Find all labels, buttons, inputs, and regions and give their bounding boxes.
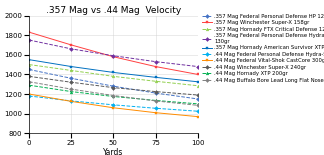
Line: .44 Mag Federal Personal Defense Hydra-Shok 240gr: .44 Mag Federal Personal Defense Hydra-S…	[28, 95, 199, 113]
.357 Mag Federal Personal Defense HP 125gr	[154, 92, 157, 94]
.357 Mag Federal Personal Defense Hydra-Shok Low Recoil
130gr	[154, 61, 157, 63]
.357 Mag Winchester Super-X 158gr	[196, 73, 200, 75]
.44 Mag Winchester Super-X 240gr	[196, 94, 200, 96]
.44 Mag Buffalo Bore Lead Long Flat Nose 305gr	[69, 88, 73, 90]
Line: .44 Mag Winchester Super-X 240gr: .44 Mag Winchester Super-X 240gr	[28, 75, 199, 96]
.44 Mag Federal Vital-Shok CastCore 300gr	[69, 100, 73, 102]
Line: .357 Mag Hornady American Survivor XTP JHP 158gr: .357 Mag Hornady American Survivor XTP J…	[28, 58, 199, 83]
.44 Mag Federal Vital-Shok CastCore 300gr	[111, 107, 115, 109]
.357 Mag Hornady American Survivor XTP JHP 158gr	[69, 66, 73, 67]
.357 Mag Hornady American Survivor XTP JHP 158gr	[111, 71, 115, 73]
.357 Mag Hornady American Survivor XTP JHP 158gr	[196, 81, 200, 83]
Y-axis label: Velocity (ft/s): Velocity (ft/s)	[0, 49, 1, 100]
.44 Mag Federal Personal Defense Hydra-Shok 240gr	[111, 104, 115, 106]
.357 Mag Hornady FTX Critical Defense 125gr	[154, 80, 157, 82]
.357 Mag Federal Personal Defense HP 125gr	[69, 77, 73, 79]
Legend: .357 Mag Federal Personal Defense HP 125gr, .357 Mag Winchester Super-X 158gr, .: .357 Mag Federal Personal Defense HP 125…	[201, 13, 324, 83]
.357 Mag Hornady American Survivor XTP JHP 158gr	[27, 59, 31, 61]
.357 Mag Federal Personal Defense Hydra-Shok Low Recoil
130gr	[111, 55, 115, 57]
.44 Mag Hornady XTP 200gr	[69, 91, 73, 93]
.357 Mag Winchester Super-X 158gr	[111, 56, 115, 58]
.44 Mag Buffalo Bore Lead Long Flat Nose 305gr	[111, 95, 115, 96]
Line: .357 Mag Winchester Super-X 158gr: .357 Mag Winchester Super-X 158gr	[28, 31, 199, 76]
.357 Mag Hornady American Survivor XTP JHP 158gr	[154, 76, 157, 78]
.357 Mag Federal Personal Defense HP 125gr	[27, 69, 31, 70]
.357 Mag Federal Personal Defense Hydra-Shok Low Recoil
130gr	[196, 66, 200, 67]
Line: .44 Mag Federal Vital-Shok CastCore 300gr: .44 Mag Federal Vital-Shok CastCore 300g…	[28, 93, 199, 118]
.357 Mag Hornady FTX Critical Defense 125gr	[69, 70, 73, 71]
.44 Mag Buffalo Bore Lead Long Flat Nose 305gr	[196, 104, 200, 106]
.44 Mag Winchester Super-X 240gr	[111, 87, 115, 89]
.44 Mag Hornady XTP 200gr	[154, 100, 157, 101]
Line: .357 Mag Hornady FTX Critical Defense 125gr: .357 Mag Hornady FTX Critical Defense 12…	[28, 63, 199, 87]
.357 Mag Federal Personal Defense Hydra-Shok Low Recoil
130gr	[27, 39, 31, 41]
Line: .357 Mag Federal Personal Defense HP 125gr: .357 Mag Federal Personal Defense HP 125…	[28, 68, 199, 100]
.44 Mag Federal Vital-Shok CastCore 300gr	[154, 112, 157, 114]
Line: .44 Mag Hornady XTP 200gr: .44 Mag Hornady XTP 200gr	[28, 84, 199, 105]
X-axis label: Yards: Yards	[103, 148, 123, 155]
.44 Mag Winchester Super-X 240gr	[27, 75, 31, 77]
.44 Mag Federal Personal Defense Hydra-Shok 240gr	[27, 95, 31, 97]
.357 Mag Hornady FTX Critical Defense 125gr	[27, 64, 31, 66]
Title: .357 Mag vs .44 Mag  Velocity: .357 Mag vs .44 Mag Velocity	[46, 6, 181, 15]
.357 Mag Winchester Super-X 158gr	[69, 44, 73, 46]
.44 Mag Federal Personal Defense Hydra-Shok 240gr	[69, 100, 73, 102]
.357 Mag Federal Personal Defense Hydra-Shok Low Recoil
130gr	[69, 48, 73, 50]
Line: .44 Mag Buffalo Bore Lead Long Flat Nose 305gr: .44 Mag Buffalo Bore Lead Long Flat Nose…	[28, 80, 199, 107]
.44 Mag Federal Vital-Shok CastCore 300gr	[27, 93, 31, 95]
.44 Mag Federal Personal Defense Hydra-Shok 240gr	[196, 110, 200, 112]
.44 Mag Buffalo Bore Lead Long Flat Nose 305gr	[27, 81, 31, 83]
.357 Mag Winchester Super-X 158gr	[27, 31, 31, 33]
.44 Mag Hornady XTP 200gr	[111, 95, 115, 97]
.44 Mag Winchester Super-X 240gr	[154, 91, 157, 93]
.44 Mag Buffalo Bore Lead Long Flat Nose 305gr	[154, 100, 157, 102]
.44 Mag Hornady XTP 200gr	[196, 103, 200, 105]
.357 Mag Winchester Super-X 158gr	[154, 66, 157, 67]
.44 Mag Federal Personal Defense Hydra-Shok 240gr	[154, 107, 157, 109]
Line: .357 Mag Federal Personal Defense Hydra-Shok Low Recoil
130gr: .357 Mag Federal Personal Defense Hydra-…	[28, 39, 199, 68]
.357 Mag Federal Personal Defense HP 125gr	[196, 98, 200, 100]
.44 Mag Winchester Super-X 240gr	[69, 81, 73, 83]
.357 Mag Hornady FTX Critical Defense 125gr	[111, 75, 115, 77]
.357 Mag Hornady FTX Critical Defense 125gr	[196, 85, 200, 87]
.357 Mag Federal Personal Defense HP 125gr	[111, 85, 115, 87]
.44 Mag Hornady XTP 200gr	[27, 84, 31, 86]
.44 Mag Federal Vital-Shok CastCore 300gr	[196, 116, 200, 117]
